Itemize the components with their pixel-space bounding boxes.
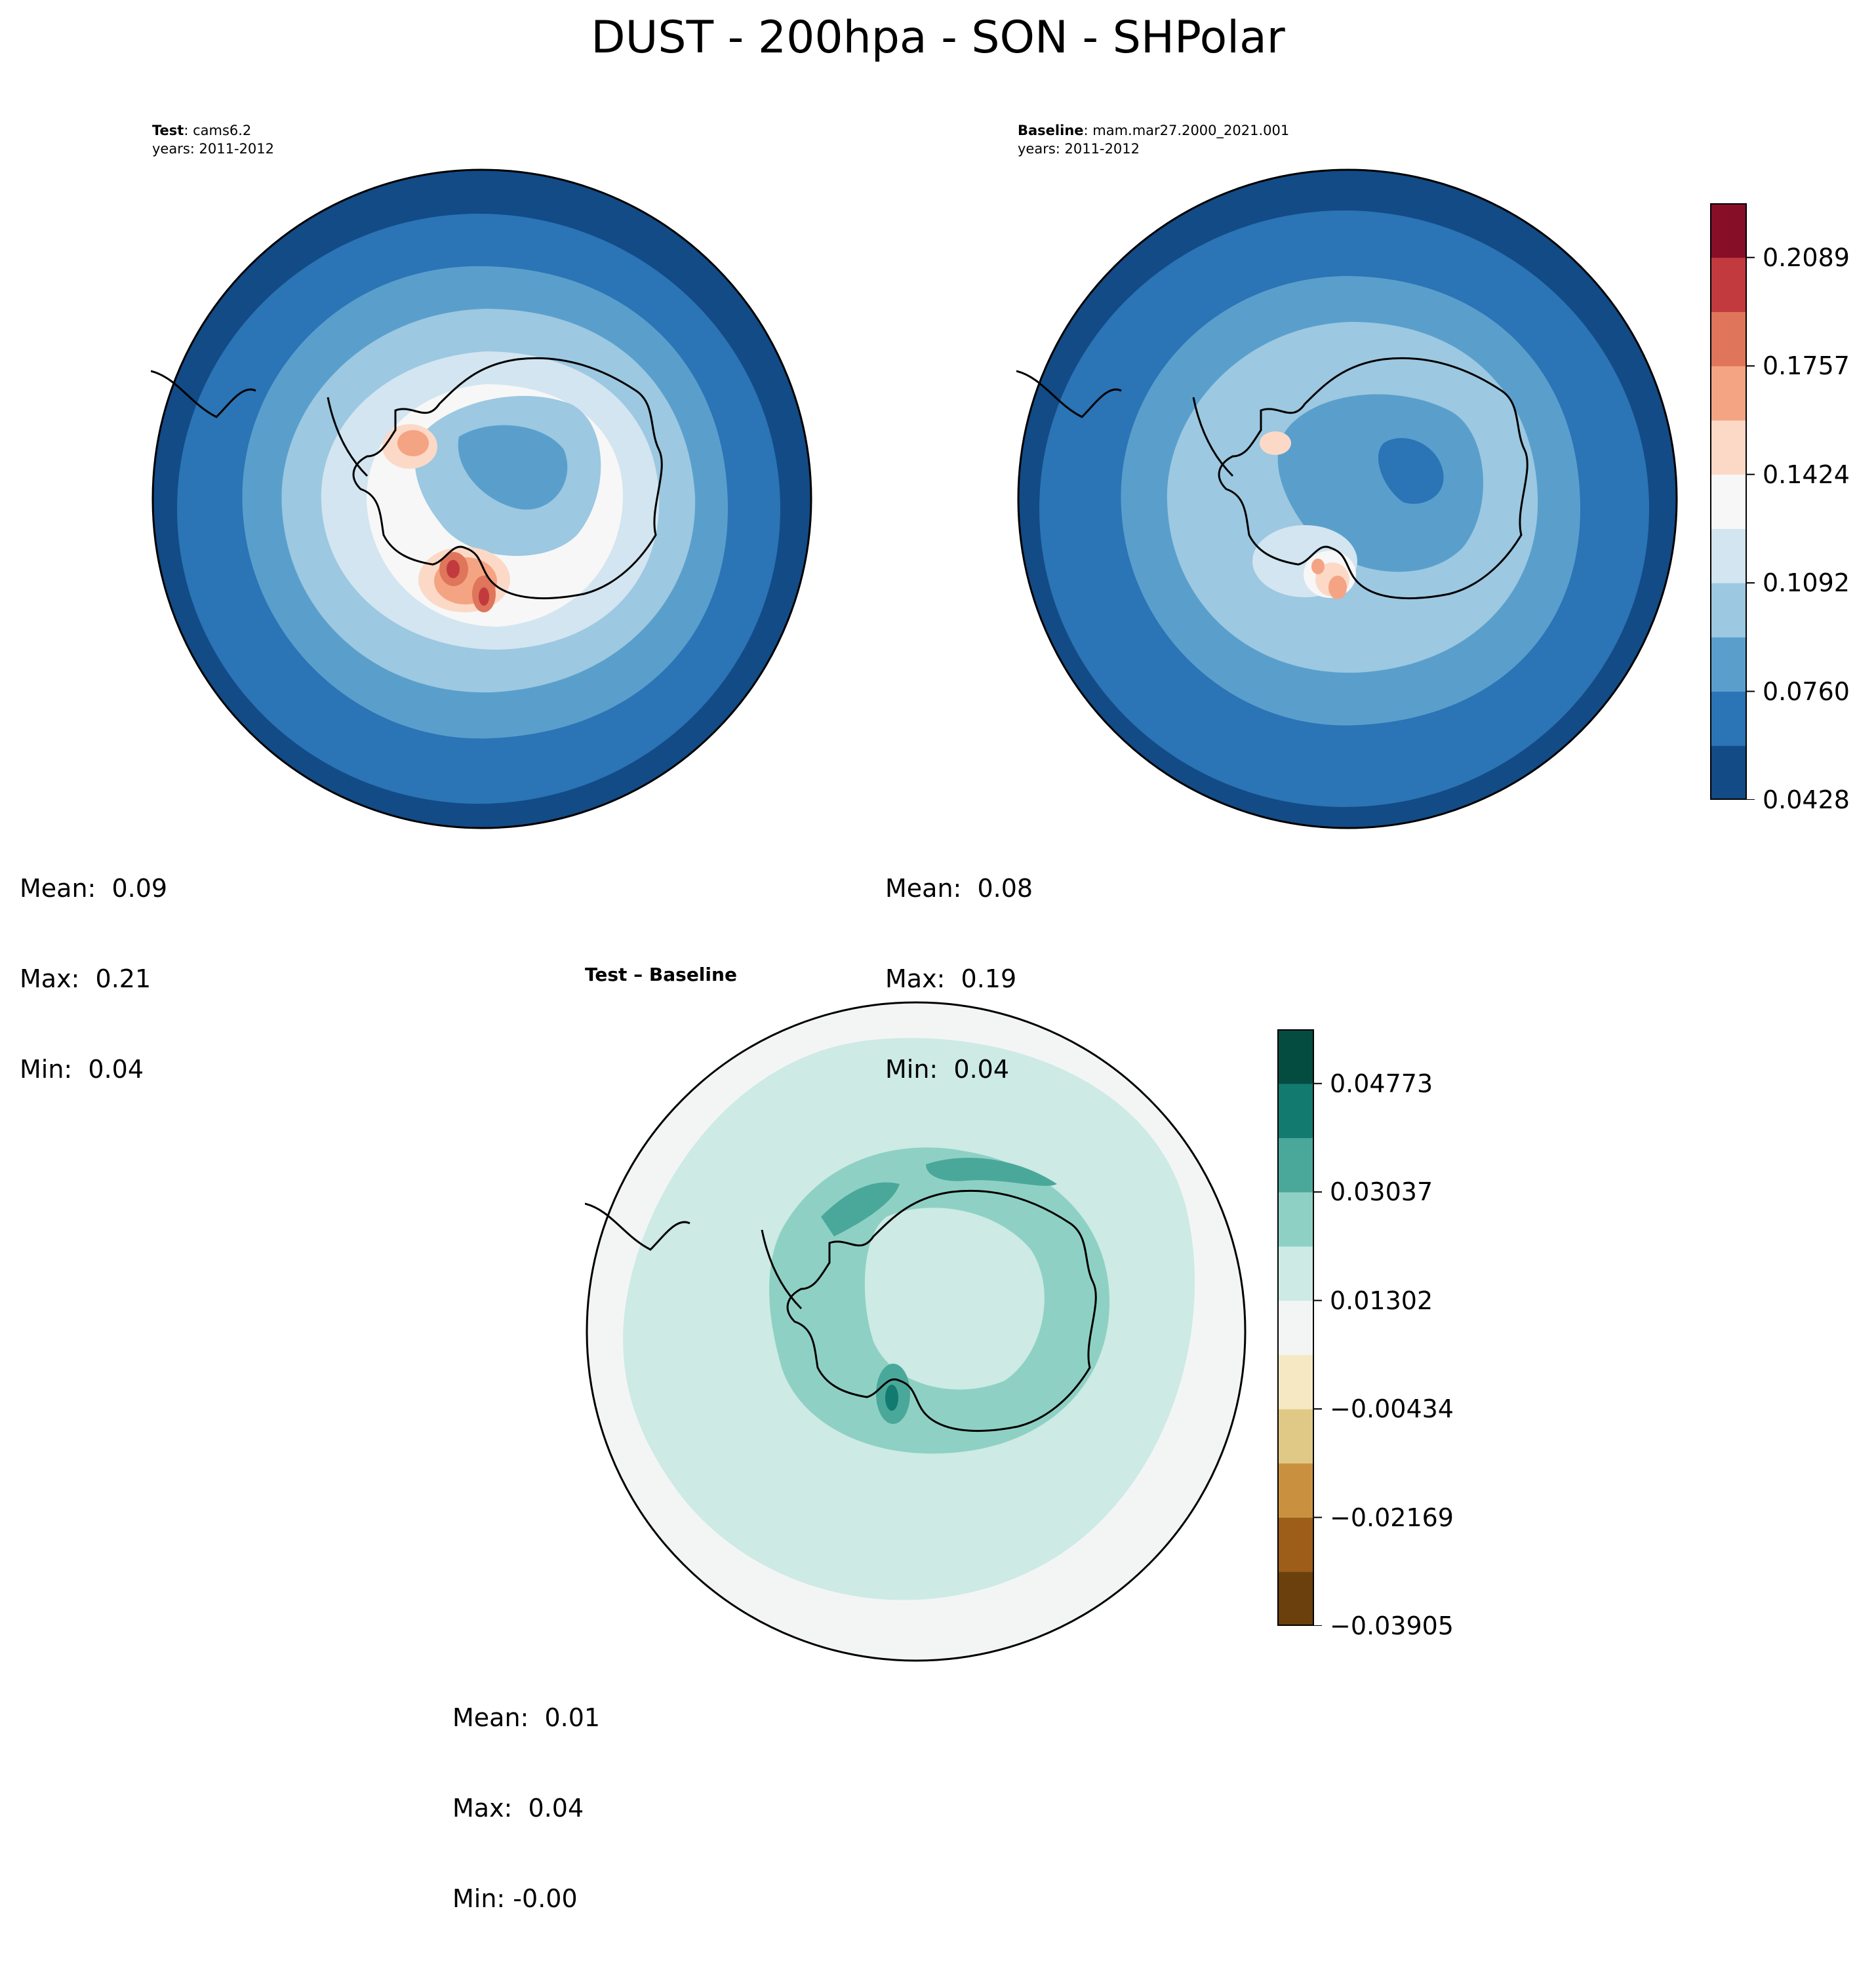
diff-colorbar-segment [1277,1409,1314,1464]
diff-colorbar-border [1277,1029,1314,1626]
diff-colorbar [1277,1029,1322,1626]
diff-min: Min: -0.00 [452,1884,578,1913]
diff-colorbar-segment [1277,1192,1314,1247]
baseline-case-name: : mam.mar27.2000_2021.001 [1083,123,1290,138]
main-colorbar-tick-label: 0.2089 [1763,243,1850,272]
diff-colorbar-tick-label: −0.00434 [1330,1394,1454,1424]
diff-colorbar-tick-label: 0.04773 [1330,1069,1433,1098]
diff-colorbar-tick-label: 0.03037 [1330,1177,1433,1207]
test-stats: Mean: 0.09 Max: 0.21 Min: 0.04 [20,813,167,1145]
main-colorbar-segment [1710,420,1747,475]
main-colorbar-segment [1710,528,1747,583]
diff-map [585,1001,1247,1662]
main-colorbar-segment [1710,257,1747,312]
main-colorbar-border [1710,203,1747,800]
diff-mean: Mean: 0.01 [452,1703,601,1732]
baseline-subtitle: Baseline: mam.mar27.2000_2021.001 years:… [1018,121,1289,158]
diff-max: Max: 0.04 [452,1794,584,1823]
diff-colorbar-segment [1277,1354,1314,1410]
diff-colorbar-segment [1277,1083,1314,1138]
diff-colorbar-segment [1277,1517,1314,1572]
main-colorbar-segment [1710,637,1747,692]
figure-title: DUST - 200hpa - SON - SHPolar [591,12,1285,64]
diff-colorbar-segment [1277,1246,1314,1301]
main-colorbar-segment [1710,583,1747,638]
diff-title: Test – Baseline [585,964,737,985]
diff-stats: Mean: 0.01 Max: 0.04 Min: -0.00 [452,1642,600,1974]
main-colorbar [1710,203,1755,800]
main-colorbar-segment [1710,366,1747,421]
diff-colorbar-segment [1277,1137,1314,1193]
diff-colorbar-tick-label: −0.02169 [1330,1503,1454,1532]
baseline-mean: Mean: 0.08 [885,874,1033,903]
main-colorbar-segment [1710,745,1747,800]
baseline-stats: Mean: 0.08 Max: 0.19 Min: 0.04 [885,813,1033,1145]
diff-colorbar-segment [1277,1571,1314,1626]
main-colorbar-tick-label: 0.0428 [1763,785,1850,814]
test-mean: Mean: 0.09 [20,874,168,903]
diff-colorbar-segment [1277,1029,1314,1084]
main-colorbar-tick-label: 0.1424 [1763,460,1850,489]
baseline-years: years: 2011-2012 [1018,141,1140,157]
main-colorbar-tick-label: 0.1757 [1763,351,1850,381]
test-max: Max: 0.21 [20,964,151,993]
test-subtitle: Test: cams6.2 years: 2011-2012 [152,121,274,158]
figure: DUST - 200hpa - SON - SHPolar Test: cams… [20,12,1850,1913]
baseline-label: Baseline [1018,123,1084,138]
diff-colorbar-segment [1277,1463,1314,1518]
main-colorbar-tick-label: 0.1092 [1763,568,1850,598]
baseline-map [1016,168,1678,829]
main-colorbar-segment [1710,691,1747,746]
main-colorbar-tick-label: 0.0760 [1763,677,1850,706]
baseline-max: Max: 0.19 [885,964,1017,993]
main-colorbar-segment [1710,311,1747,366]
test-label: Test [152,123,184,138]
diff-colorbar-segment [1277,1300,1314,1355]
main-colorbar-segment [1710,203,1747,258]
diff-colorbar-tick-label: −0.03905 [1330,1611,1454,1640]
baseline-min: Min: 0.04 [885,1055,1009,1084]
test-map [151,168,812,829]
main-colorbar-segment [1710,474,1747,529]
test-min: Min: 0.04 [20,1055,144,1084]
diff-colorbar-tick-label: 0.01302 [1330,1286,1433,1315]
test-years: years: 2011-2012 [152,141,275,157]
test-case-name: : cams6.2 [184,123,252,138]
